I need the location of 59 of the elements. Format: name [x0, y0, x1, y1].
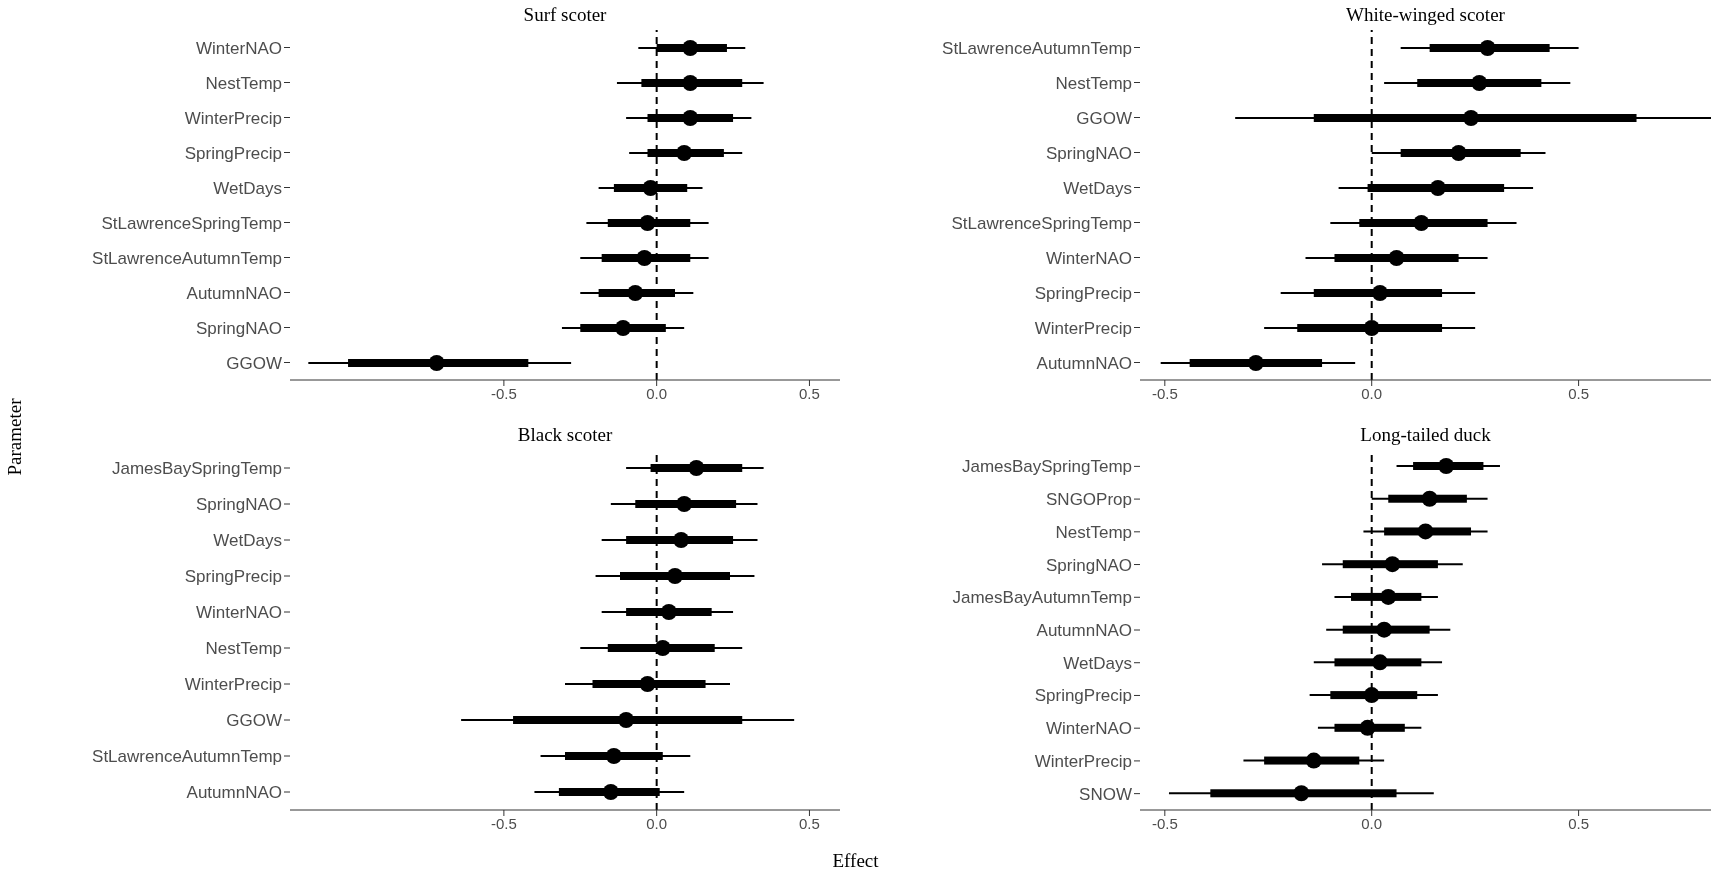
- y-tick-label: StLawrenceAutumnTemp: [92, 248, 282, 268]
- y-tick-label: AutumnNAO: [186, 283, 282, 303]
- y-tick-label: WinterNAO: [1046, 248, 1132, 268]
- x-tick-label: -0.5: [1151, 814, 1178, 832]
- x-axis-title: Effect: [831, 850, 880, 872]
- x-tick-label: 0.0: [1361, 814, 1383, 832]
- y-tick-label: SpringPrecip: [184, 143, 282, 163]
- x-tick-label: 0.0: [1361, 384, 1383, 402]
- x-tick-label: 0.5: [1568, 814, 1590, 832]
- y-tick-label: GGOW: [226, 711, 282, 731]
- y-tick-label: SpringNAO: [1046, 555, 1132, 575]
- y-tick-label: SpringNAO: [1046, 143, 1132, 163]
- y-tick-label: NestTemp: [1055, 522, 1132, 542]
- x-tick-label: 0.0: [646, 814, 668, 832]
- chart-title: White-winged scoter: [1345, 4, 1506, 26]
- y-tick-label: AutumnNAO: [1036, 621, 1132, 641]
- chart-title: Long-tailed duck: [1359, 424, 1492, 446]
- y-tick-label: WinterNAO: [1046, 719, 1132, 739]
- y-tick-label: StLawrenceAutumnTemp: [92, 747, 282, 767]
- x-tick-label: 0.5: [1568, 384, 1590, 402]
- y-tick-label: WinterPrecip: [1034, 751, 1132, 771]
- y-tick-label: SpringNAO: [196, 318, 282, 338]
- y-tick-label: JamesBaySpringTemp: [961, 457, 1132, 477]
- y-tick-label: NestTemp: [205, 639, 282, 659]
- y-tick-label: JamesBaySpringTemp: [111, 459, 282, 479]
- x-tick-label: 0.5: [799, 814, 820, 832]
- y-tick-label: StLawrenceAutumnTemp: [942, 38, 1132, 58]
- y-tick-label: AutumnNAO: [186, 783, 282, 803]
- x-tick-label: 0.5: [799, 384, 820, 402]
- y-tick-label: WinterNAO: [196, 603, 282, 623]
- x-tick-label: 0.0: [646, 384, 668, 402]
- y-tick-label: WinterPrecip: [184, 108, 282, 128]
- x-tick-label: -0.5: [490, 814, 517, 832]
- y-tick-label: WetDays: [1063, 653, 1132, 673]
- y-tick-label: WetDays: [213, 531, 282, 551]
- y-tick-label: WetDays: [1063, 178, 1132, 198]
- y-tick-label: SNOW: [1079, 784, 1132, 804]
- x-tick-label: -0.5: [1151, 384, 1178, 402]
- y-tick-label: SpringPrecip: [184, 567, 282, 587]
- y-tick-label: GGOW: [226, 353, 282, 373]
- y-tick-label: SNGOProp: [1046, 490, 1132, 510]
- y-tick-label: WinterPrecip: [1034, 318, 1132, 338]
- y-tick-label: NestTemp: [205, 73, 282, 93]
- y-axis-title: Parameter: [4, 398, 26, 476]
- y-tick-label: StLawrenceSpringTemp: [101, 213, 282, 233]
- y-tick-label: WinterNAO: [196, 38, 282, 58]
- y-tick-label: GGOW: [1076, 108, 1132, 128]
- y-tick-label: SpringPrecip: [1034, 283, 1132, 303]
- y-tick-label: JamesBayAutumnTemp: [952, 588, 1132, 608]
- y-tick-label: WinterPrecip: [184, 675, 282, 695]
- y-tick-label: StLawrenceSpringTemp: [951, 213, 1132, 233]
- chart-title: Surf scoter: [522, 4, 608, 26]
- y-tick-label: AutumnNAO: [1036, 353, 1132, 373]
- y-tick-label: NestTemp: [1055, 73, 1132, 93]
- chart-title: Black scoter: [516, 424, 614, 446]
- y-tick-label: SpringPrecip: [1034, 686, 1132, 706]
- y-tick-label: SpringNAO: [196, 495, 282, 515]
- x-tick-label: -0.5: [490, 384, 517, 402]
- y-tick-label: WetDays: [213, 178, 282, 198]
